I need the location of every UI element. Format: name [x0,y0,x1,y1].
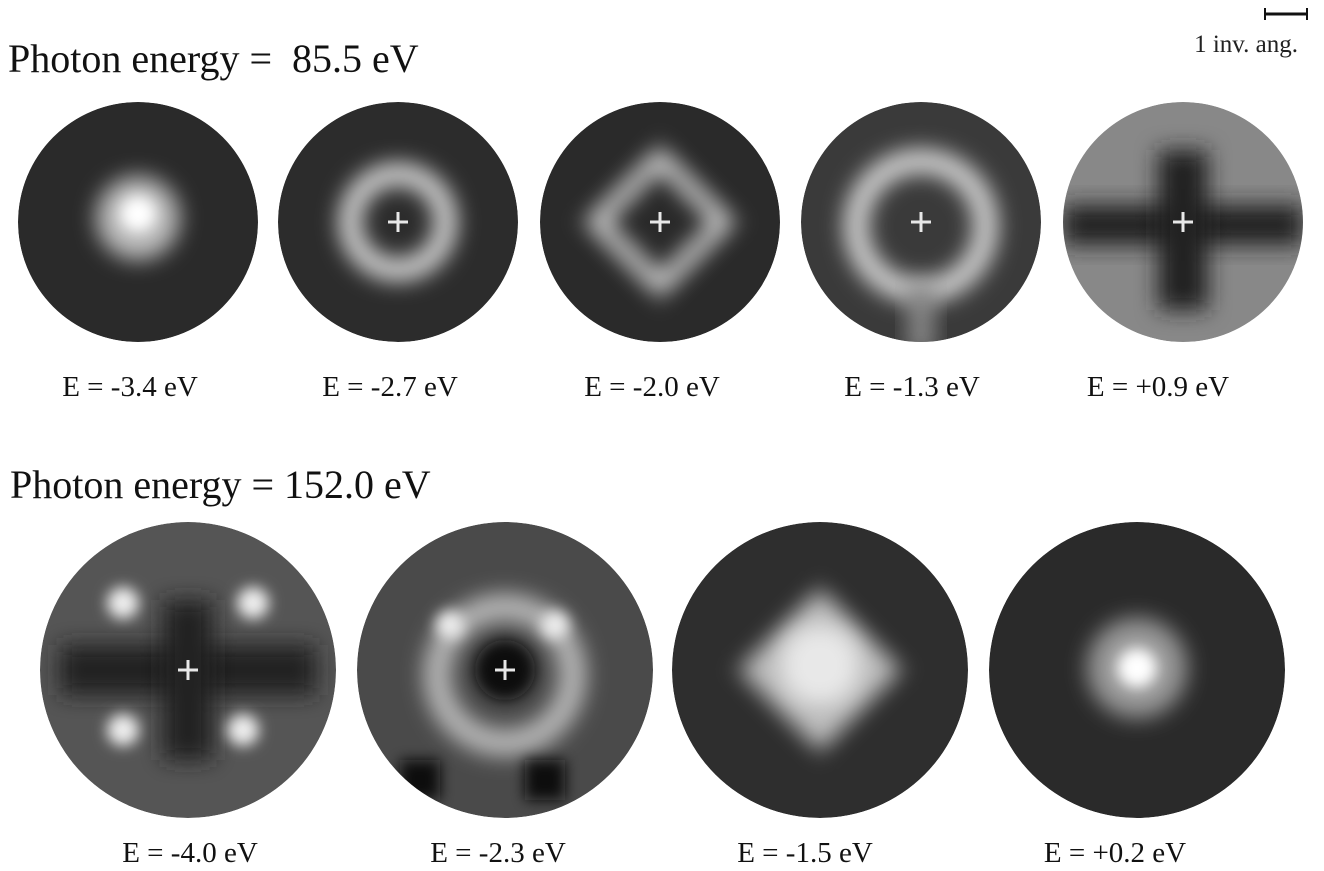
panel-label: E = -3.4 eV [62,371,198,403]
panel-label: E = -2.3 eV [430,837,566,869]
panel-label: E = -4.0 eV [122,837,258,869]
panel-image [540,102,780,342]
panel-image [672,522,968,818]
panel-image [989,522,1285,818]
panel-image [18,102,258,342]
panel-label: E = -2.0 eV [584,371,720,403]
panel-image [278,102,518,342]
panel-image [40,522,336,818]
panel-image [357,522,653,818]
panel-image [1063,102,1303,342]
panel-label: E = -1.3 eV [844,371,980,403]
panel-label: E = +0.2 eV [1044,837,1186,869]
figure: 1 inv. ang. Photon energy = 85.5 eV Phot… [0,0,1324,871]
panel-label: E = +0.9 eV [1087,371,1229,403]
row-title: Photon energy = 152.0 eV [10,462,431,507]
scale-label: 1 inv. ang. [1194,31,1298,58]
panel-label: E = -2.7 eV [322,371,458,403]
panel-label: E = -1.5 eV [737,837,873,869]
panel-image [801,102,1041,355]
row-title: Photon energy = 85.5 eV [8,36,419,81]
